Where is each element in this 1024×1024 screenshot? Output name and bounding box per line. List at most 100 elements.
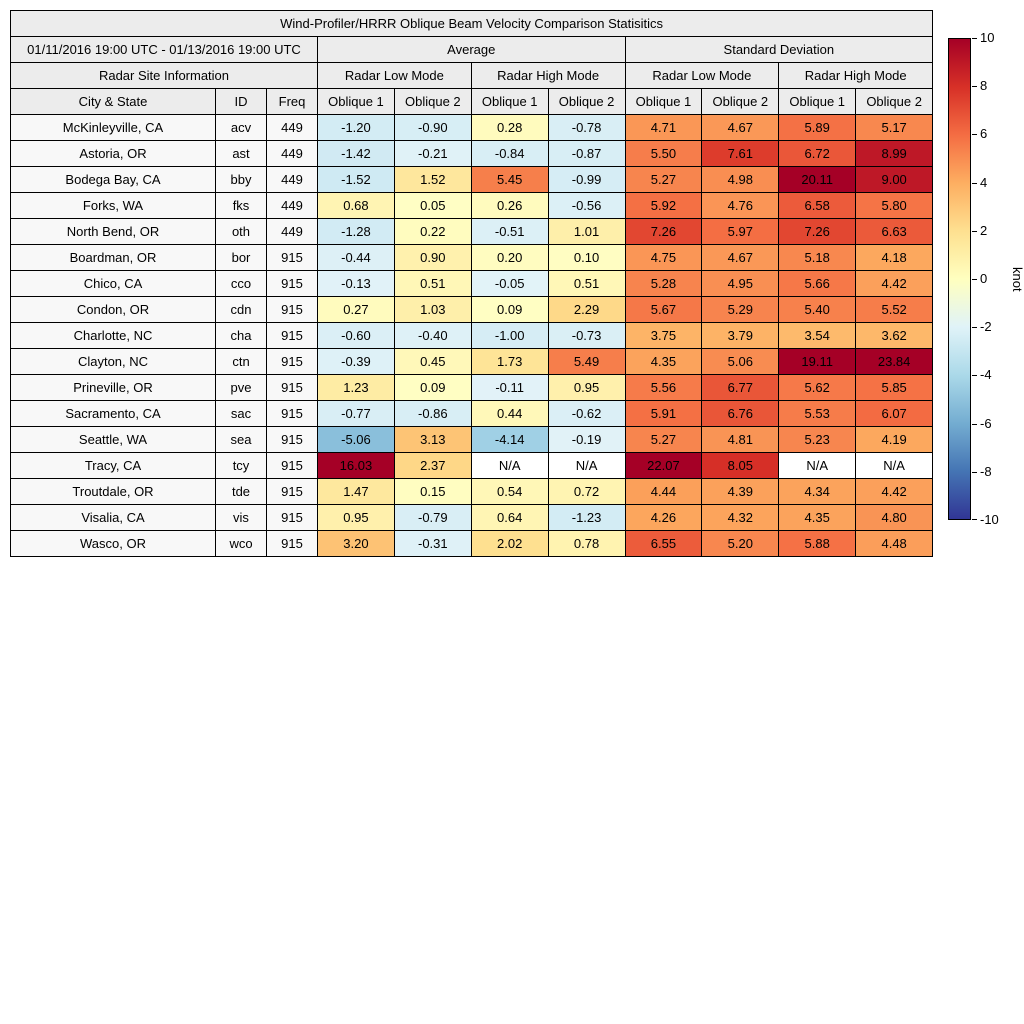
value-cell: 5.27 <box>624 166 703 193</box>
value-cell: 0.15 <box>393 478 472 505</box>
value-cell: 3.54 <box>778 322 857 349</box>
value-cell: 7.26 <box>778 218 857 245</box>
value-cell: 0.22 <box>393 218 472 245</box>
city-state-cell: Clayton, NC <box>10 348 216 375</box>
value-cell: -0.78 <box>547 114 626 141</box>
colorbar-tick-label: 8 <box>980 78 988 94</box>
value-cell: 7.26 <box>624 218 703 245</box>
col-city-state: City & State <box>10 88 216 115</box>
value-cell: -0.99 <box>547 166 626 193</box>
value-cell: 4.39 <box>701 478 780 505</box>
city-state-cell: Visalia, CA <box>10 504 216 531</box>
colorbar-tick-label: 10 <box>980 30 995 45</box>
freq-cell: 915 <box>266 530 318 557</box>
value-cell: 4.80 <box>855 504 934 531</box>
value-cell: 5.97 <box>701 218 780 245</box>
colorbar-tick <box>972 423 977 425</box>
value-cell: 4.75 <box>624 244 703 271</box>
value-cell: 16.03 <box>317 452 395 479</box>
value-cell: 8.99 <box>855 140 934 167</box>
site-id-cell: tcy <box>215 452 267 479</box>
city-state-cell: North Bend, OR <box>10 218 216 245</box>
std-radar-low-mode: Radar Low Mode <box>624 62 780 89</box>
value-cell: 4.32 <box>701 504 780 531</box>
column-header-row: City & State ID Freq Oblique 1 Oblique 2… <box>10 88 934 115</box>
table-row: Charlotte, NC cha 915 -0.60 -0.40 -1.00 -0.73 3… <box>10 322 934 349</box>
freq-cell: 915 <box>266 400 318 427</box>
value-cell: 4.42 <box>855 478 934 505</box>
value-cell: 3.13 <box>393 426 472 453</box>
table-row: Wasco, OR wco 915 3.20 -0.31 2.02 0.78 6.55 5.20… <box>10 530 934 557</box>
value-cell: -0.05 <box>470 270 549 297</box>
value-cell: 4.34 <box>778 478 857 505</box>
value-cell: -0.31 <box>393 530 472 557</box>
site-id-cell: wco <box>215 530 267 557</box>
value-cell: -0.44 <box>317 244 395 271</box>
site-id-cell: fks <box>215 192 267 219</box>
value-cell: 5.88 <box>778 530 857 557</box>
value-cell: 0.26 <box>470 192 549 219</box>
value-cell: 0.64 <box>470 504 549 531</box>
value-cell: 0.05 <box>393 192 472 219</box>
value-cell: -0.79 <box>393 504 472 531</box>
freq-cell: 449 <box>266 166 318 193</box>
table-row: Prineville, OR pve 915 1.23 0.09 -0.11 0.95 5.5… <box>10 374 934 401</box>
colorbar-tick <box>972 327 977 329</box>
colorbar-tick-label: -6 <box>980 415 992 431</box>
freq-cell: 915 <box>266 296 318 323</box>
value-cell: 3.20 <box>317 530 395 557</box>
value-cell: 4.67 <box>701 114 780 141</box>
city-state-cell: Charlotte, NC <box>10 322 216 349</box>
city-state-cell: Wasco, OR <box>10 530 216 557</box>
value-cell: 23.84 <box>855 348 934 375</box>
value-cell: N/A <box>470 452 549 479</box>
city-state-cell: Chico, CA <box>10 270 216 297</box>
value-cell: 6.63 <box>855 218 934 245</box>
city-state-cell: Tracy, CA <box>10 452 216 479</box>
value-cell: 5.29 <box>701 296 780 323</box>
freq-cell: 449 <box>266 218 318 245</box>
value-cell: N/A <box>855 452 934 479</box>
value-cell: 9.00 <box>855 166 934 193</box>
colorbar-tick <box>972 86 977 88</box>
colorbar-tick-label: 6 <box>980 126 988 142</box>
value-cell: 6.55 <box>624 530 703 557</box>
value-cell: 1.23 <box>317 374 395 401</box>
value-cell: 4.19 <box>855 426 934 453</box>
site-id-cell: cdn <box>215 296 267 323</box>
value-cell: 5.56 <box>624 374 703 401</box>
freq-cell: 915 <box>266 244 318 271</box>
colorbar-tick-label: -2 <box>980 319 992 335</box>
mode-header-row: Radar Site Information Radar Low Mode Ra… <box>10 62 934 89</box>
value-cell: -0.19 <box>547 426 626 453</box>
value-cell: 6.72 <box>778 140 857 167</box>
value-cell: 2.37 <box>393 452 472 479</box>
freq-cell: 449 <box>266 114 318 141</box>
value-cell: 0.95 <box>317 504 395 531</box>
value-cell: -0.39 <box>317 348 395 375</box>
site-id-cell: tde <box>215 478 267 505</box>
value-cell: 4.35 <box>778 504 857 531</box>
site-id-cell: ast <box>215 140 267 167</box>
value-cell: 0.20 <box>470 244 549 271</box>
value-cell: 0.09 <box>393 374 472 401</box>
freq-cell: 915 <box>266 348 318 375</box>
value-cell: 8.05 <box>701 452 780 479</box>
colorbar-tick-label: -10 <box>980 512 999 527</box>
value-cell: 2.02 <box>470 530 549 557</box>
value-cell: 6.58 <box>778 192 857 219</box>
site-id-cell: bor <box>215 244 267 271</box>
city-state-cell: Boardman, OR <box>10 244 216 271</box>
value-cell: 0.27 <box>317 296 395 323</box>
colorbar-tick <box>972 471 977 473</box>
value-cell: 6.76 <box>701 400 780 427</box>
value-cell: 4.71 <box>624 114 703 141</box>
city-state-cell: Prineville, OR <box>10 374 216 401</box>
value-cell: 0.90 <box>393 244 472 271</box>
value-cell: 1.01 <box>547 218 626 245</box>
value-cell: 4.67 <box>701 244 780 271</box>
value-cell: 5.50 <box>624 140 703 167</box>
city-state-cell: Forks, WA <box>10 192 216 219</box>
value-cell: 7.61 <box>701 140 780 167</box>
colorbar-tick <box>972 182 977 184</box>
